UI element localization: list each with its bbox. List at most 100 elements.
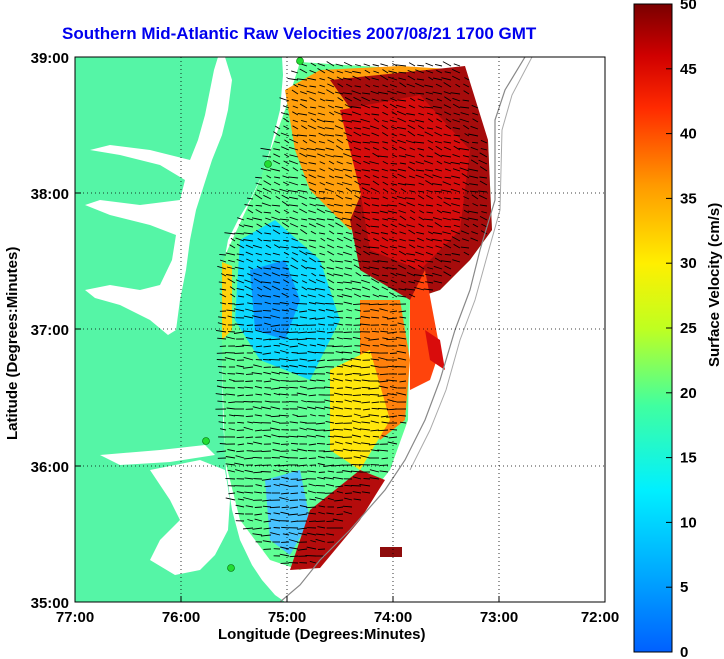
velocity-vector (478, 190, 488, 193)
velocity-vector (264, 400, 272, 403)
velocity-vector (263, 520, 272, 523)
velocity-vector (453, 197, 461, 200)
velocity-vector (398, 288, 407, 291)
velocity-vector (320, 237, 326, 242)
velocity-vector (434, 257, 443, 263)
velocity-vector (318, 132, 326, 137)
velocity-vector (301, 183, 308, 186)
y-axis-label: Latitude (Degrees:Minutes) (4, 246, 21, 440)
velocity-vector (417, 148, 425, 151)
velocity-vector (425, 97, 434, 102)
velocity-vector (315, 204, 326, 207)
velocity-vector (314, 406, 326, 410)
velocity-vector (318, 323, 326, 326)
velocity-vector (299, 103, 308, 109)
velocity-vector (426, 211, 434, 214)
velocity-vector (254, 464, 263, 467)
velocity-vector (263, 338, 272, 341)
velocity-vector (345, 492, 353, 494)
velocity-vector (334, 316, 344, 319)
velocity-vector (271, 420, 281, 424)
velocity-vector (409, 161, 416, 165)
velocity-vector (345, 316, 353, 319)
velocity-vector (308, 309, 317, 312)
velocity-vector (315, 484, 326, 487)
velocity-vector (472, 223, 479, 228)
velocity-vector (315, 434, 326, 438)
velocity-vector (461, 173, 470, 179)
velocity-vector (472, 118, 479, 123)
velocity-vector (327, 316, 335, 319)
velocity-vector (308, 223, 317, 228)
velocity-vector (317, 112, 326, 116)
velocity-vector (452, 153, 461, 158)
velocity-vector (361, 491, 371, 494)
velocity-vector (380, 63, 389, 67)
velocity-vector (342, 448, 353, 452)
velocity-vector (301, 265, 308, 270)
velocity-vector (282, 232, 290, 235)
velocity-vector (271, 216, 281, 221)
velocity-vector (291, 449, 299, 452)
velocity-vector (309, 85, 317, 88)
velocity-vector (481, 223, 488, 228)
velocity-vector (359, 373, 371, 376)
velocity-vector (284, 153, 290, 158)
velocity-vector (382, 104, 389, 109)
velocity-vector (242, 344, 254, 347)
velocity-vector (289, 274, 299, 277)
velocity-vector (282, 260, 290, 263)
velocity-vector (309, 69, 317, 74)
velocity-vector (237, 274, 245, 277)
velocity-vector (409, 97, 416, 102)
velocity-vector (424, 106, 434, 109)
velocity-vector (307, 490, 317, 494)
velocity-vector (390, 188, 398, 193)
velocity-vector (299, 152, 308, 158)
velocity-vector (216, 450, 227, 453)
velocity-vector (336, 245, 344, 249)
velocity-vector (418, 182, 425, 186)
velocity-vector (362, 245, 371, 249)
velocity-vector (363, 238, 371, 242)
velocity-vector (352, 400, 362, 403)
velocity-vector (326, 61, 335, 67)
velocity-vector (274, 141, 281, 144)
velocity-vector (356, 223, 362, 228)
velocity-vector (381, 421, 389, 424)
velocity-vector (342, 77, 353, 81)
velocity-vector (416, 78, 425, 81)
velocity-vector (226, 274, 236, 277)
velocity-vector (254, 385, 263, 389)
velocity-vector (406, 83, 416, 88)
velocity-vector (388, 238, 398, 242)
velocity-vector (291, 287, 299, 291)
velocity-vector (398, 310, 407, 313)
velocity-vector (318, 511, 326, 515)
velocity-vector (408, 239, 416, 242)
velocity-vector (343, 428, 353, 431)
velocity-vector (327, 470, 335, 473)
velocity-vector (273, 483, 281, 487)
velocity-vector (310, 118, 317, 123)
velocity-vector (305, 555, 317, 557)
velocity-vector (372, 435, 380, 438)
velocity-vector (397, 357, 407, 361)
velocity-vector (292, 119, 299, 123)
velocity-vector (425, 260, 434, 263)
velocity-vector (279, 302, 290, 305)
velocity-vector (263, 393, 272, 396)
velocity-vector (471, 194, 479, 200)
velocity-vector (307, 387, 317, 390)
velocity-vector (237, 421, 245, 424)
velocity-vector (354, 210, 362, 214)
velocity-vector (354, 180, 362, 186)
velocity-vector (463, 203, 470, 207)
velocity-vector (336, 490, 344, 494)
velocity-vector (445, 124, 452, 130)
velocity-vector (279, 335, 290, 340)
velocity-vector (324, 386, 335, 389)
velocity-vector (289, 138, 299, 144)
velocity-vector (218, 281, 227, 284)
